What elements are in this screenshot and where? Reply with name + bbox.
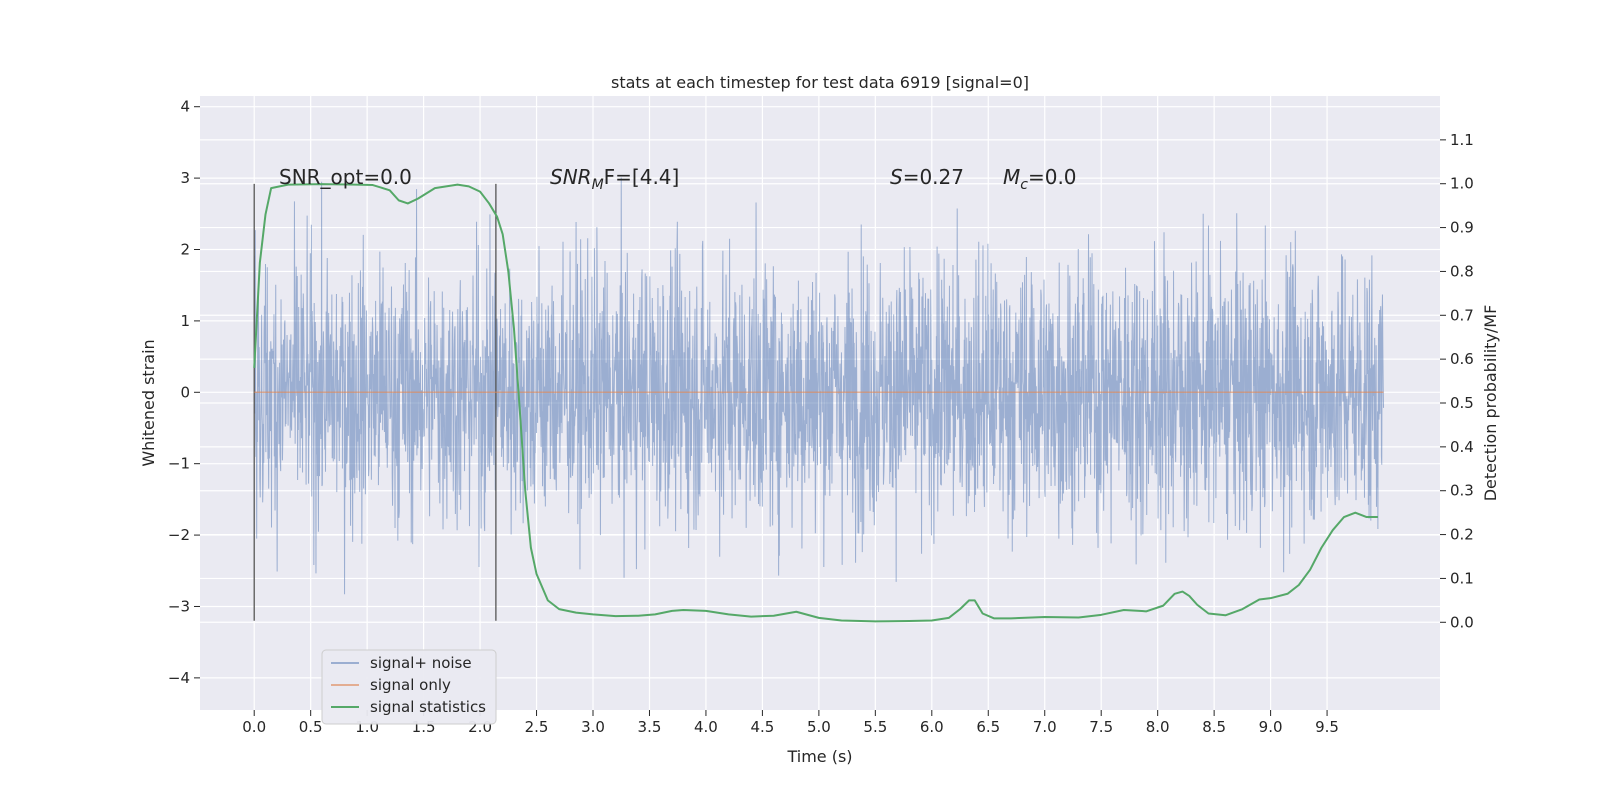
x-tick-label: 3.0 — [581, 718, 605, 736]
y-left-tick-label: −1 — [168, 455, 190, 473]
y-right-tick-label: 0.7 — [1450, 306, 1474, 324]
y-right-tick-label: 0.0 — [1450, 613, 1474, 631]
y-left-tick-label: 2 — [180, 241, 190, 259]
y-right-tick-label: 0.1 — [1450, 569, 1474, 587]
y-right-tick-label: 0.5 — [1450, 394, 1474, 412]
legend-box — [321, 649, 497, 725]
y-right-tick-label: 0.4 — [1450, 438, 1474, 456]
x-tick-label: 0.5 — [299, 718, 323, 736]
statistics-curve — [253, 183, 1378, 623]
annotation-mc: Mc=0.0 — [1003, 165, 1077, 193]
x-tick-label: 8.5 — [1202, 718, 1226, 736]
x-tick-label: 4.0 — [694, 718, 718, 736]
chart-title: stats at each timestep for test data 691… — [611, 73, 1029, 92]
annotation-s: S=0.27 — [890, 165, 964, 189]
x-tick-label: 7.0 — [1033, 718, 1057, 736]
x-tick-label: 5.5 — [863, 718, 887, 736]
series-signal-statistics — [253, 183, 1378, 623]
x-tick-label: 0.0 — [242, 718, 266, 736]
legend: signal+ noise signal only signal statist… — [321, 649, 497, 725]
x-tick-label: 2.5 — [525, 718, 549, 736]
legend-label-signal-statistics: signal statistics — [370, 698, 486, 716]
y-axis-label-left: Whitened strain — [139, 339, 158, 466]
annotation-snr-opt: SNR_opt=0.0 — [279, 165, 412, 189]
y-left-tick-label: −2 — [168, 526, 190, 544]
x-tick-label: 3.5 — [638, 718, 662, 736]
y-left-tick-label: −4 — [168, 669, 190, 687]
y-right-tick-label: 1.0 — [1450, 175, 1474, 193]
x-tick-label: 6.5 — [976, 718, 1000, 736]
y-left-tick-label: 3 — [180, 169, 190, 187]
y-left-tick-label: 1 — [180, 312, 190, 330]
y-right-tick-label: 0.3 — [1450, 482, 1474, 500]
y-right-tick-label: 0.9 — [1450, 219, 1474, 237]
x-tick-label: 7.5 — [1089, 718, 1113, 736]
legend-label-signal-only: signal only — [370, 676, 451, 694]
x-tick-label: 8.0 — [1146, 718, 1170, 736]
y-left-tick-label: 0 — [180, 383, 190, 401]
x-tick-label: 9.5 — [1315, 718, 1339, 736]
y-axis-label-right: Detection probability/MF — [1481, 305, 1500, 502]
series-signal-noise — [253, 177, 1385, 595]
x-tick-label: 5.0 — [807, 718, 831, 736]
legend-label-signal-noise: signal+ noise — [370, 654, 472, 672]
y-left-tick-label: 4 — [180, 98, 190, 116]
x-tick-label: 6.0 — [920, 718, 944, 736]
y-right-tick-label: 0.2 — [1450, 526, 1474, 544]
annotation-snr-mf: SNRMF=[4.4] — [550, 165, 679, 193]
y-right-tick-label: 0.6 — [1450, 350, 1474, 368]
axis-ticks: 0.0 0.5 1.0 1.5 2.0 2.5 3.0 3.5 4.0 4.5 5.0 5.5 6.0 6… — [168, 98, 1474, 736]
y-right-tick-label: 1.1 — [1450, 131, 1474, 149]
marker-lines — [253, 183, 497, 621]
noise-trace — [253, 177, 1385, 595]
x-axis-label: Time (s) — [786, 747, 852, 766]
x-tick-label: 9.0 — [1259, 718, 1283, 736]
y-left-tick-label: −3 — [168, 597, 190, 615]
y-right-tick-label: 0.8 — [1450, 262, 1474, 280]
x-tick-label: 4.5 — [750, 718, 774, 736]
